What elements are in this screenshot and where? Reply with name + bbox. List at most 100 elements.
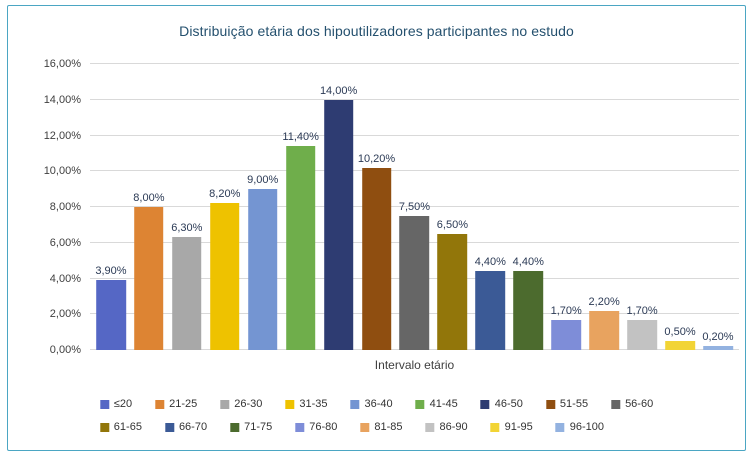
legend-label: 91-95 — [504, 421, 533, 433]
legend-label: 96-100 — [569, 421, 605, 433]
y-axis-tick-label: 2,00% — [49, 308, 81, 321]
gridline — [90, 63, 739, 64]
legend: ≤20 21-25 26-30 31-35 36-40 41-45 46-50 51-55 56… — [99, 398, 653, 433]
bar-46-50 — [323, 99, 354, 350]
legend-item-66-70: 66-70 — [164, 421, 208, 433]
bar-slot-91-95: 0,50% — [661, 64, 699, 350]
bar-36-40 — [247, 189, 278, 350]
bar-value-label: 6,50% — [436, 218, 469, 231]
legend-swatch — [415, 399, 425, 409]
x-axis-title: Intervalo etário — [374, 358, 455, 372]
bar-slot-31-35: 8,20% — [206, 64, 244, 350]
legend-swatch — [555, 422, 565, 432]
legend-item-41-45: 41-45 — [415, 398, 458, 410]
gridline — [90, 206, 739, 207]
y-axis-tick-label: 10,00% — [43, 165, 81, 178]
bar-value-label: 14,00% — [319, 84, 358, 97]
bar-26-30 — [172, 237, 202, 350]
legend-row-2: 61-65 66-70 71-75 76-80 81-85 86-90 91-95 96-10… — [99, 421, 653, 433]
chart-frame: Distribuição etária dos hipoutilizadores… — [7, 5, 746, 451]
bar-slot-66-70: 4,40% — [471, 64, 509, 350]
bar-71-75 — [513, 271, 544, 350]
gridline — [90, 98, 739, 100]
legend-item-76-80: 76-80 — [295, 421, 337, 433]
legend-swatch — [155, 399, 165, 409]
bar-value-label: 1,70% — [550, 304, 582, 317]
bar-slot-41-45: 11,40% — [282, 64, 320, 350]
legend-swatch — [545, 399, 555, 409]
legend-swatch — [99, 399, 109, 409]
legend-label: 41-45 — [429, 398, 458, 410]
bar-86-90 — [627, 319, 657, 350]
bar-slot-21-25: 8,00% — [130, 64, 168, 350]
gridline — [90, 134, 739, 136]
bar-61-65 — [437, 233, 468, 350]
legend-swatch — [611, 399, 621, 409]
bar-41-45 — [285, 146, 316, 350]
bar-51-55 — [361, 167, 392, 350]
bar-value-label: 4,40% — [474, 256, 506, 269]
legend-label: 36-40 — [364, 398, 393, 410]
bar-slot-51-55: 10,20% — [358, 64, 396, 350]
bar-slot-81-85: 2,20% — [585, 64, 623, 350]
legend-item-71-75: 71-75 — [230, 421, 272, 433]
legend-swatch — [285, 399, 295, 409]
bar-slot-56-60: 7,50% — [396, 64, 434, 350]
legend-item-≤20: ≤20 — [99, 398, 133, 410]
y-axis-tick-label: 0,00% — [49, 344, 81, 356]
legend-item-86-90: 86-90 — [425, 421, 468, 433]
bar-slot-61-65: 6,50% — [433, 64, 471, 350]
bar-value-label: 10,20% — [357, 152, 396, 165]
legend-swatch — [99, 422, 109, 432]
bar-56-60 — [399, 215, 430, 350]
legend-label: 31-35 — [299, 398, 328, 410]
legend-swatch — [220, 399, 230, 409]
bar-slot-76-80: 1,70% — [547, 64, 585, 350]
legend-item-96-100: 96-100 — [555, 421, 605, 433]
bar-value-label: 8,20% — [209, 188, 241, 201]
legend-label: 86-90 — [439, 421, 468, 433]
bar-value-label: 7,50% — [398, 200, 431, 213]
legend-label: 21-25 — [169, 398, 198, 410]
legend-label: 81-85 — [374, 421, 403, 433]
bar-31-35 — [209, 203, 240, 350]
bar-81-85 — [589, 310, 619, 350]
legend-label: 76-80 — [309, 421, 338, 433]
bar-value-label: 1,70% — [626, 304, 658, 317]
legend-label: 71-75 — [244, 421, 273, 433]
legend-item-36-40: 36-40 — [350, 398, 393, 410]
bar-value-label: 0,20% — [702, 331, 734, 344]
legend-swatch — [230, 422, 240, 432]
legend-swatch — [350, 399, 360, 409]
bar-96-100 — [703, 346, 733, 350]
bar-value-label: 11,40% — [282, 131, 319, 144]
chart-title: Distribuição etária dos hipoutilizadores… — [179, 23, 574, 39]
bar-value-label: 0,50% — [664, 326, 696, 339]
y-axis-tick-label: 4,00% — [49, 272, 81, 285]
bar-66-70 — [475, 271, 506, 350]
bar-slot-46-50: 14,00% — [320, 64, 358, 350]
bar-slot-86-90: 1,70% — [623, 64, 661, 350]
legend-item-46-50: 46-50 — [480, 398, 523, 410]
legend-label: 26-30 — [234, 398, 263, 410]
legend-label: 56-60 — [625, 398, 654, 410]
gridline — [90, 170, 739, 172]
legend-label: ≤20 — [113, 398, 133, 410]
bar-slot-96-100: 0,20% — [699, 64, 737, 350]
y-axis-tick-label: 6,00% — [49, 236, 81, 249]
legend-item-51-55: 51-55 — [545, 398, 589, 410]
legend-swatch — [295, 422, 305, 432]
legend-swatch — [490, 422, 500, 432]
legend-label: 51-55 — [559, 398, 589, 410]
bar-value-label: 2,20% — [588, 295, 620, 308]
bars-row: 3,90% 8,00% 6,30% 8,20% 9,00% 11,40% 14,00% 10,… — [90, 64, 739, 350]
legend-item-56-60: 56-60 — [611, 398, 653, 410]
bar-slot-36-40: 9,00% — [244, 64, 282, 350]
legend-label: 61-65 — [113, 421, 142, 433]
legend-label: 66-70 — [178, 421, 208, 433]
y-axis-tick-label: 14,00% — [43, 93, 81, 106]
legend-swatch — [360, 422, 370, 432]
legend-item-61-65: 61-65 — [99, 421, 142, 433]
legend-row-1: ≤20 21-25 26-30 31-35 36-40 41-45 46-50 51-55 56… — [99, 398, 653, 410]
y-axis-tick-label: 12,00% — [43, 129, 81, 142]
